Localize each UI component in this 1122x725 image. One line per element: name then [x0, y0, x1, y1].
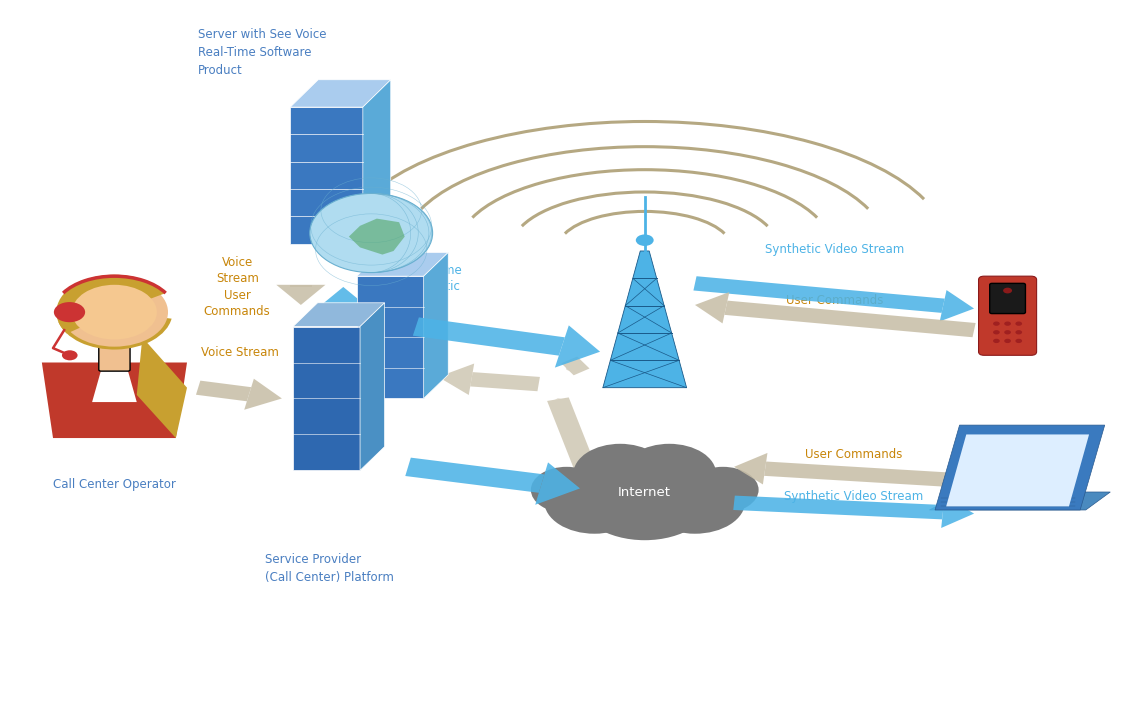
- Circle shape: [1015, 330, 1022, 334]
- Circle shape: [61, 278, 168, 347]
- Circle shape: [531, 467, 603, 513]
- Polygon shape: [360, 303, 385, 471]
- Circle shape: [1004, 321, 1011, 326]
- Text: Internet: Internet: [618, 486, 671, 499]
- Polygon shape: [555, 326, 600, 368]
- Polygon shape: [725, 301, 976, 337]
- Polygon shape: [196, 381, 251, 402]
- FancyBboxPatch shape: [990, 283, 1026, 314]
- Polygon shape: [941, 497, 974, 528]
- FancyBboxPatch shape: [99, 343, 130, 371]
- Circle shape: [1003, 288, 1012, 294]
- Wedge shape: [58, 312, 172, 349]
- Polygon shape: [734, 496, 944, 519]
- Circle shape: [1015, 339, 1022, 343]
- Text: Voice Stream: Voice Stream: [201, 346, 279, 359]
- Circle shape: [993, 321, 1000, 326]
- Circle shape: [993, 330, 1000, 334]
- Polygon shape: [693, 276, 945, 313]
- Polygon shape: [439, 363, 475, 395]
- Circle shape: [993, 339, 1000, 343]
- Polygon shape: [293, 303, 385, 326]
- Polygon shape: [413, 318, 564, 356]
- Text: User Commands: User Commands: [806, 448, 903, 461]
- Polygon shape: [935, 425, 1105, 510]
- Polygon shape: [470, 372, 540, 392]
- Text: Real-Time
Synthetic
Video: Real-Time Synthetic Video: [405, 264, 462, 310]
- Polygon shape: [405, 457, 544, 493]
- Polygon shape: [940, 290, 974, 321]
- Polygon shape: [695, 292, 729, 323]
- Polygon shape: [276, 285, 325, 305]
- Circle shape: [1004, 339, 1011, 343]
- Polygon shape: [929, 492, 1111, 510]
- Polygon shape: [548, 397, 600, 479]
- Circle shape: [310, 194, 433, 273]
- Polygon shape: [764, 462, 975, 489]
- Polygon shape: [92, 362, 137, 402]
- Polygon shape: [362, 80, 390, 244]
- Circle shape: [623, 444, 716, 504]
- Polygon shape: [245, 378, 282, 410]
- Circle shape: [62, 350, 77, 360]
- Circle shape: [72, 285, 157, 339]
- Text: Call Center Operator: Call Center Operator: [53, 478, 176, 491]
- Text: Service Provider
(Call Center) Platform: Service Provider (Call Center) Platform: [265, 553, 394, 584]
- Polygon shape: [42, 362, 187, 438]
- Polygon shape: [561, 357, 589, 376]
- Polygon shape: [349, 219, 405, 254]
- Circle shape: [576, 451, 714, 540]
- Circle shape: [687, 467, 758, 513]
- Wedge shape: [56, 275, 165, 334]
- Polygon shape: [946, 434, 1089, 506]
- Circle shape: [636, 234, 654, 246]
- Polygon shape: [535, 463, 580, 505]
- Polygon shape: [357, 276, 424, 399]
- Text: Synthetic Video Stream: Synthetic Video Stream: [765, 243, 904, 256]
- Polygon shape: [319, 287, 368, 307]
- Circle shape: [544, 469, 645, 534]
- Polygon shape: [293, 326, 360, 471]
- Polygon shape: [332, 305, 355, 307]
- Polygon shape: [424, 252, 449, 399]
- Circle shape: [1004, 330, 1011, 334]
- Polygon shape: [734, 453, 767, 484]
- Polygon shape: [548, 397, 569, 401]
- Polygon shape: [291, 80, 390, 107]
- Polygon shape: [137, 337, 187, 438]
- Polygon shape: [603, 251, 687, 388]
- Circle shape: [645, 469, 745, 534]
- Circle shape: [54, 302, 85, 322]
- Polygon shape: [289, 285, 312, 287]
- Text: Server with See Voice
Real-Time Software
Product: Server with See Voice Real-Time Software…: [199, 28, 327, 77]
- Polygon shape: [291, 107, 362, 244]
- Polygon shape: [561, 363, 573, 376]
- Polygon shape: [357, 252, 449, 276]
- Text: Voice
Stream
User
Commands: Voice Stream User Commands: [204, 256, 270, 318]
- Circle shape: [573, 444, 668, 504]
- Text: User Commands: User Commands: [785, 294, 883, 307]
- FancyBboxPatch shape: [978, 276, 1037, 355]
- Text: Synthetic Video Stream: Synthetic Video Stream: [784, 490, 923, 503]
- Circle shape: [1015, 321, 1022, 326]
